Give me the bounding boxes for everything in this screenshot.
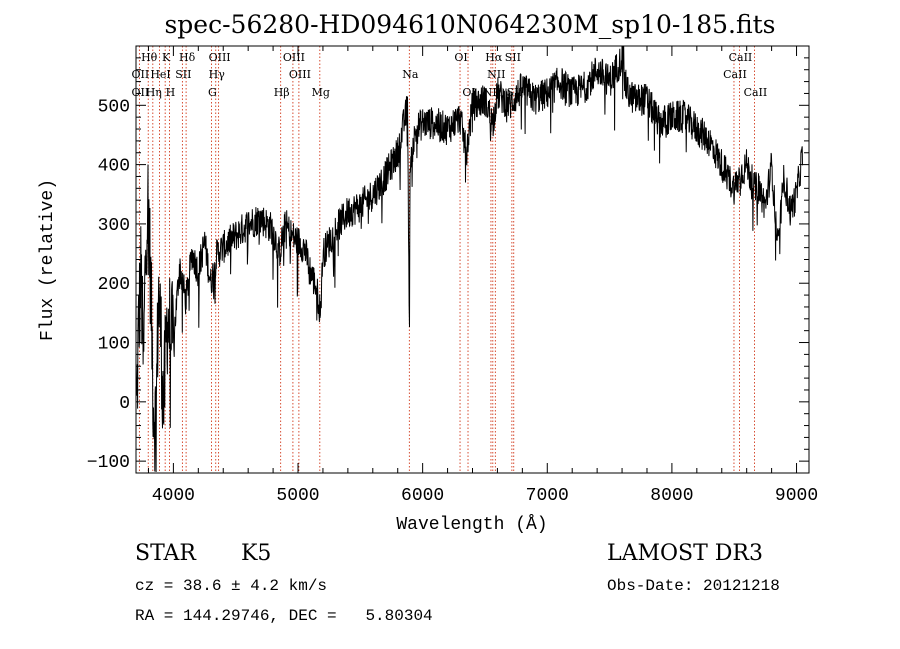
line-label-6: Hα [485, 51, 503, 64]
line-label-21: Hβ [274, 86, 290, 99]
line-label-5: OI [454, 51, 467, 64]
line-label-4: OIII [283, 51, 305, 64]
y-axis: −100 0 100 200 300 400 500 [87, 57, 809, 473]
line-label-7: SII [505, 51, 521, 64]
line-label-11: SII [175, 68, 191, 81]
survey-name: LAMOST DR3 [607, 541, 763, 566]
x-tick-label-3: 7000 [526, 486, 569, 506]
emission-line-markers [138, 46, 755, 473]
line-label-13: OIII [289, 68, 311, 81]
y-tick-label-0: −100 [87, 453, 130, 473]
line-label-1: K [162, 51, 171, 64]
line-label-22: Mg [312, 86, 330, 99]
x-tick-label-1: 5000 [276, 486, 319, 506]
line-label-15: NII [487, 68, 505, 81]
x-tick-label-4: 8000 [650, 486, 693, 506]
line-label-18: Hη [146, 86, 162, 99]
sky-coordinates: RA = 144.29746, DEC = 5.80304 [135, 607, 433, 625]
line-label-10: HeI [150, 68, 170, 81]
y-tick-label-5: 400 [98, 157, 130, 177]
redshift-cz: cz = 38.6 ± 4.2 km/s [135, 577, 327, 595]
line-label-26: CaII [744, 86, 768, 99]
line-label-2: Hδ [179, 51, 196, 64]
line-label-20: G [208, 86, 217, 99]
line-label-14: Na [402, 68, 419, 81]
line-label-3: OIII [209, 51, 231, 64]
y-axis-label: Flux (relative) [38, 179, 58, 341]
x-axis: 4000 5000 6000 7000 8000 9000 [147, 46, 818, 506]
x-tick-label-0: 4000 [152, 486, 195, 506]
x-tick-label-5: 9000 [775, 486, 818, 506]
line-label-8: CaII [729, 51, 753, 64]
y-tick-label-1: 0 [119, 394, 130, 414]
y-tick-label-4: 300 [98, 216, 130, 236]
line-label-16: CaII [723, 68, 747, 81]
observation-date: Obs-Date: 20121218 [607, 577, 780, 595]
chart-title: spec-56280-HD094610N064230M_sp10-185.fit… [164, 10, 775, 39]
y-tick-label-3: 200 [98, 275, 130, 295]
object-subclass: K5 [241, 541, 271, 566]
line-label-19: H [166, 86, 176, 99]
spectrum-line [136, 46, 803, 473]
x-axis-label: Wavelength (Å) [396, 514, 547, 535]
line-label-12: Hγ [209, 68, 226, 81]
x-tick-label-2: 6000 [401, 486, 444, 506]
y-tick-label-6: 500 [98, 97, 130, 117]
y-tick-label-2: 100 [98, 335, 130, 355]
object-class: STAR [135, 541, 197, 566]
line-label-0: Hθ [141, 51, 158, 64]
